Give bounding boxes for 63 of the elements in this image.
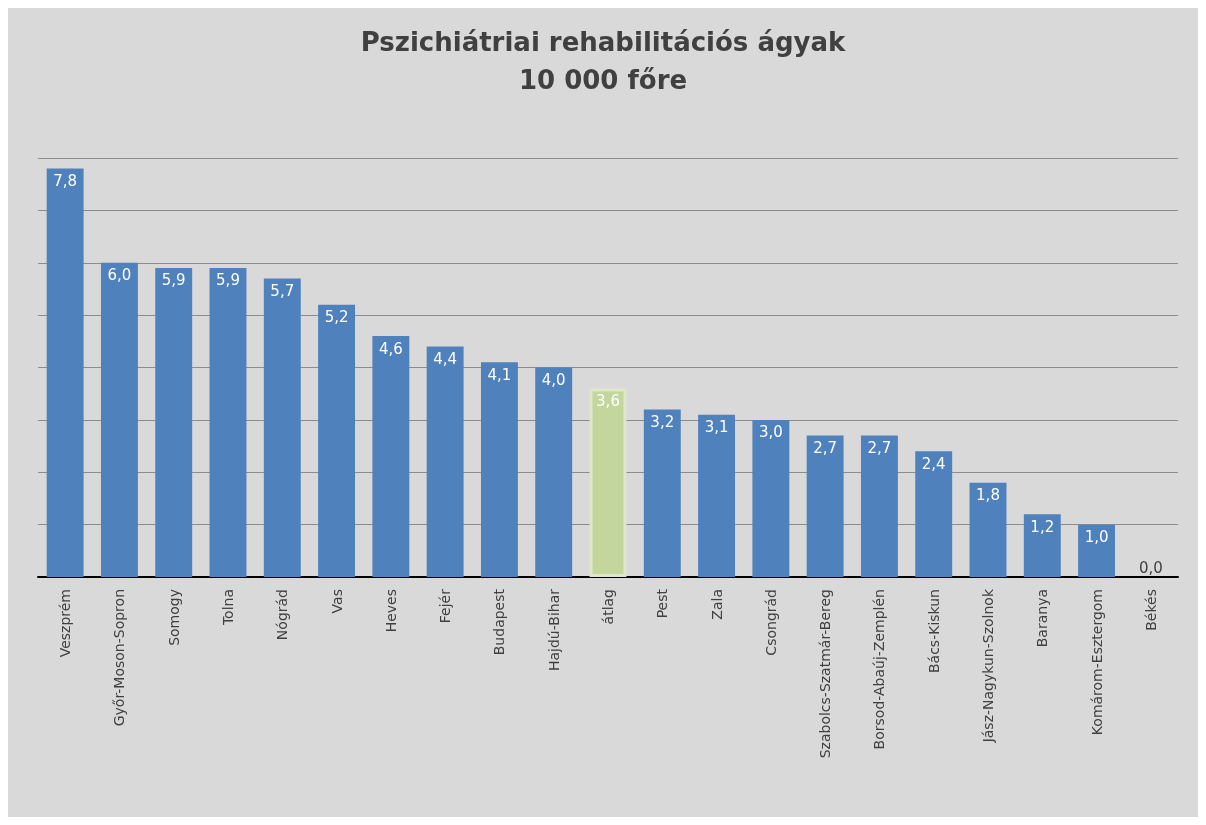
data-label: 2,7 bbox=[867, 439, 892, 458]
x-tick-label: Békés bbox=[1142, 589, 1159, 631]
data-label: 5,9 bbox=[161, 271, 186, 290]
x-tick-label: Tolna bbox=[220, 589, 236, 627]
bar bbox=[698, 414, 736, 577]
bar bbox=[969, 482, 1007, 577]
x-tick-label: átlag bbox=[600, 589, 616, 625]
data-label: 7,8 bbox=[53, 171, 78, 190]
bar bbox=[535, 367, 573, 577]
data-label: 5,2 bbox=[324, 308, 349, 327]
data-label: 1,0 bbox=[1084, 528, 1109, 547]
bar bbox=[480, 362, 518, 577]
data-label: 4,6 bbox=[378, 339, 403, 358]
data-label: 2,7 bbox=[813, 439, 838, 458]
x-tick-label: Pest bbox=[654, 588, 671, 619]
bar bbox=[1078, 524, 1116, 577]
chart-title: Pszichiátriai rehabilitációs ágyak 10 000 főre bbox=[360, 27, 847, 95]
x-tick-label: Bács-Kiskun bbox=[925, 589, 942, 674]
bar bbox=[318, 304, 356, 577]
data-label: 4,1 bbox=[487, 365, 512, 384]
x-tick-label: Szabolcs-Szatmár-Bereg bbox=[817, 589, 834, 759]
data-label: 6,0 bbox=[107, 266, 132, 285]
bar bbox=[589, 388, 627, 577]
data-label: 3,0 bbox=[758, 423, 783, 442]
x-tick-label: Veszprém bbox=[57, 589, 74, 658]
x-tick-label: Borsod-Abaúj-Zemplén bbox=[871, 589, 888, 750]
bar bbox=[263, 278, 301, 577]
data-label: 3,6 bbox=[596, 391, 620, 410]
x-tick-label: Fejér bbox=[437, 588, 454, 624]
bar bbox=[209, 267, 247, 577]
data-label: 5,7 bbox=[270, 281, 295, 300]
data-label: 2,4 bbox=[921, 454, 946, 473]
x-tick-label: Budapest bbox=[491, 588, 508, 656]
bar bbox=[372, 336, 410, 577]
x-tick-label: Somogy bbox=[165, 589, 182, 646]
bar bbox=[752, 419, 790, 577]
data-label: 0,0 bbox=[1138, 558, 1163, 577]
bar bbox=[155, 267, 193, 577]
x-tick-label: Baranya bbox=[1034, 589, 1051, 648]
x-tick-label: Nógrád bbox=[274, 589, 291, 641]
bar bbox=[100, 262, 138, 577]
x-tick-label: Jász-Nagykun-Szolnok bbox=[980, 588, 996, 744]
x-tick-label: Komárom-Esztergom bbox=[1088, 589, 1105, 736]
x-tick-label: Hajdú-Bihar bbox=[545, 588, 562, 672]
bar bbox=[426, 346, 464, 577]
x-tick-label: Zala bbox=[708, 589, 725, 620]
x-tick-label: Győr-Moson-Sopron bbox=[111, 589, 128, 727]
x-tick-label: Vas bbox=[328, 589, 345, 614]
data-label: 4,0 bbox=[541, 371, 566, 389]
data-label: 4,4 bbox=[433, 350, 458, 369]
data-label: 5,9 bbox=[216, 271, 240, 290]
bar bbox=[643, 409, 681, 577]
data-label: 3,2 bbox=[650, 412, 675, 431]
bar bbox=[806, 435, 844, 577]
data-label: 1,2 bbox=[1030, 517, 1055, 536]
bar bbox=[1023, 514, 1061, 577]
bar bbox=[46, 168, 84, 577]
data-label: 3,1 bbox=[704, 418, 729, 437]
data-label: 1,8 bbox=[976, 486, 1000, 505]
bar bbox=[915, 451, 953, 577]
x-tick-label: Heves bbox=[382, 589, 399, 633]
bar bbox=[860, 435, 898, 577]
x-tick-label: Csongrád bbox=[762, 589, 779, 656]
